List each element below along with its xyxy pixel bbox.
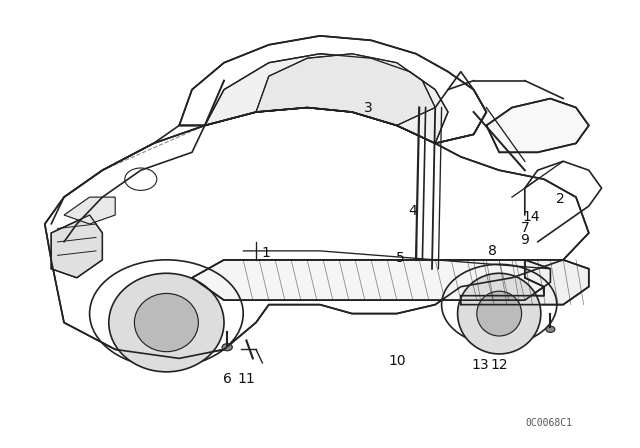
Circle shape <box>125 168 157 190</box>
Text: 12: 12 <box>490 358 508 372</box>
Polygon shape <box>51 215 102 278</box>
Text: 5: 5 <box>396 250 404 265</box>
Text: 9: 9 <box>520 233 529 247</box>
Polygon shape <box>192 260 550 300</box>
Text: 8: 8 <box>488 244 497 258</box>
Text: 11: 11 <box>237 371 255 386</box>
Polygon shape <box>179 36 486 143</box>
Text: 13: 13 <box>471 358 489 372</box>
Text: 2: 2 <box>556 192 564 207</box>
Text: 4: 4 <box>408 203 417 218</box>
Polygon shape <box>461 260 589 305</box>
Text: 1: 1 <box>261 246 270 260</box>
Ellipse shape <box>134 293 198 352</box>
Polygon shape <box>64 197 115 224</box>
Circle shape <box>546 326 555 332</box>
Text: 10: 10 <box>388 353 406 368</box>
Ellipse shape <box>109 273 224 372</box>
Polygon shape <box>256 54 435 125</box>
Circle shape <box>222 344 232 351</box>
Text: 3: 3 <box>364 100 372 115</box>
Polygon shape <box>205 54 448 143</box>
Ellipse shape <box>477 291 522 336</box>
Text: 7: 7 <box>520 221 529 236</box>
Text: 6: 6 <box>223 371 232 386</box>
Ellipse shape <box>458 273 541 354</box>
Polygon shape <box>486 99 589 152</box>
Polygon shape <box>45 108 589 358</box>
Text: 14: 14 <box>522 210 540 224</box>
Text: 0C0068C1: 0C0068C1 <box>526 418 573 428</box>
